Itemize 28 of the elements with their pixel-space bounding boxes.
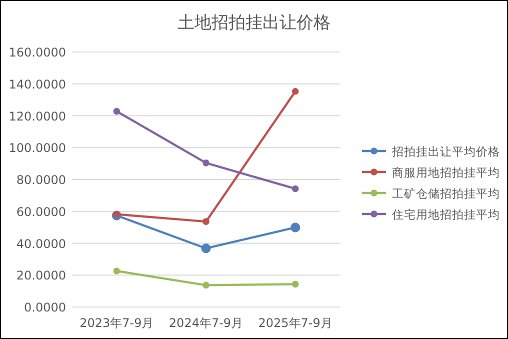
point [202,160,210,166]
point [113,210,120,218]
legend-label: 商服用地招拍挂平均 [392,166,500,180]
point [292,280,299,288]
x-tick-label: 2024年7-9月 [168,316,244,330]
y-tick-label: 60.0000 [16,204,66,219]
point [113,108,120,115]
y-tick-label: 160.0000 [8,46,66,60]
y-tick-label: 100.0000 [8,141,66,156]
point [202,218,210,225]
y-tick-label: 20.0000 [16,268,66,283]
legend-label: 工矿仓储招拍挂平均 [392,186,500,200]
point [201,244,211,254]
y-tick-label: 120.0000 [8,109,66,124]
legend-label: 住宅用地招拍挂平均 [391,208,500,222]
point [292,185,299,192]
x-tick-label: 2023年7-9月 [80,316,154,330]
y-tick-label: 80.0000 [16,173,66,187]
x-tick-label: 2025年7-9月 [258,316,332,330]
point [290,222,300,232]
point [202,282,210,289]
point [292,88,299,95]
chart-title: 土地招拍挂出让价格 [178,13,330,33]
y-tick-label: 40.0000 [16,236,66,251]
point [113,268,120,274]
legend-label: 招拍挂出让平均价格 [391,144,500,158]
y-tick-label: 0.0000 [24,300,66,314]
y-tick-label: 140.0000 [8,77,66,92]
